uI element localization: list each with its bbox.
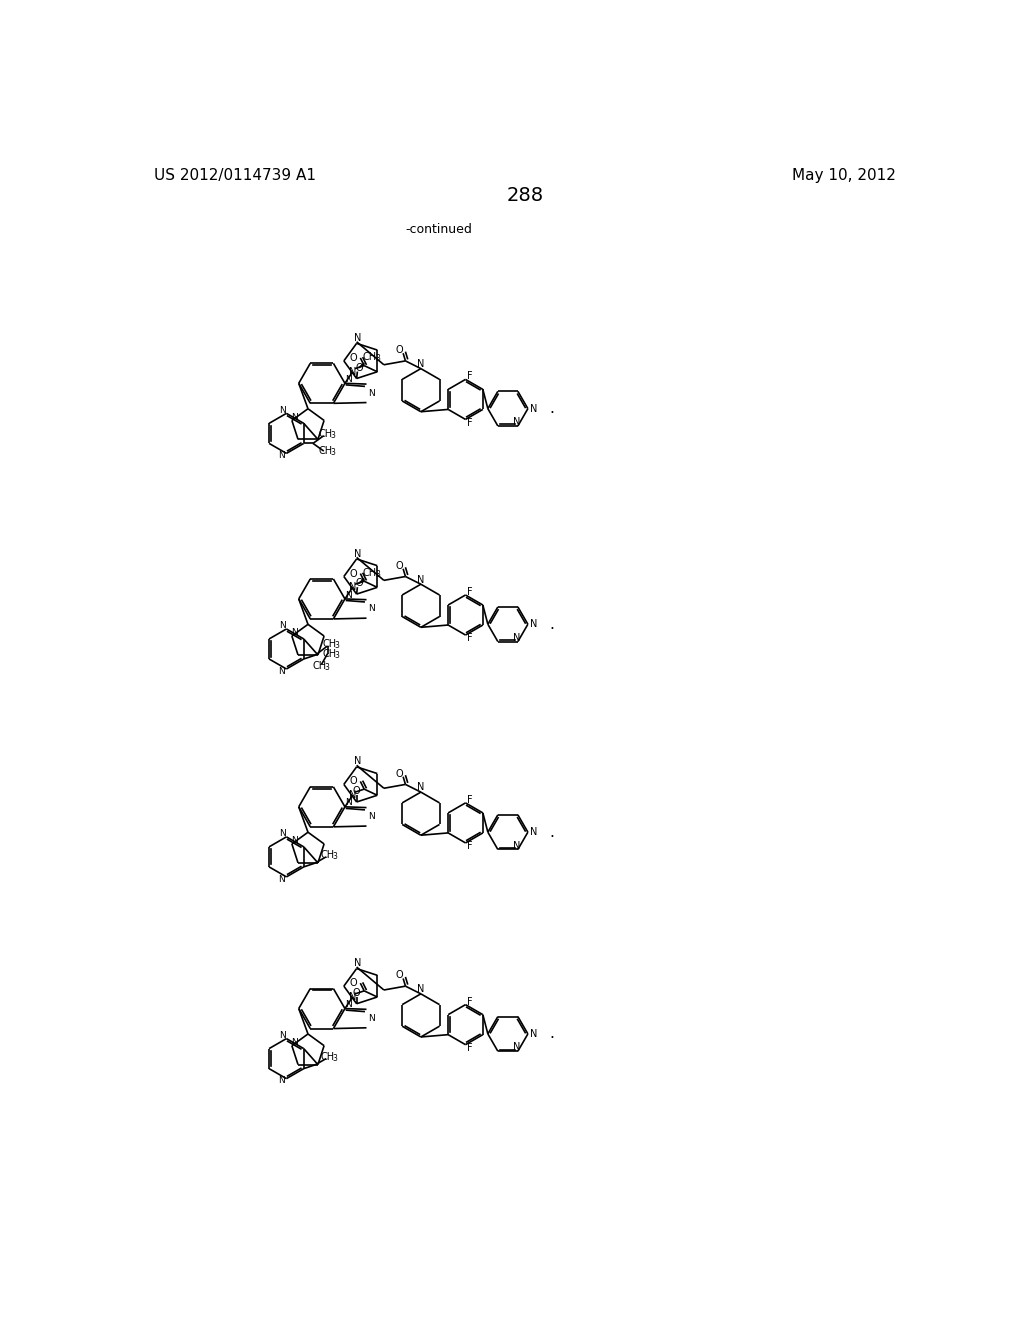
Text: N: N [280, 405, 286, 414]
Text: N: N [345, 1001, 352, 1010]
Text: N: N [345, 590, 352, 599]
Text: 3: 3 [375, 569, 380, 578]
Text: CH: CH [362, 352, 377, 362]
Text: F: F [467, 371, 473, 381]
Text: N: N [278, 1076, 285, 1085]
Text: .: . [549, 616, 554, 632]
Text: N: N [368, 1014, 375, 1023]
Text: N: N [513, 841, 521, 850]
Text: N: N [354, 333, 361, 343]
Text: 3: 3 [335, 642, 339, 651]
Text: O: O [353, 787, 360, 796]
Text: 3: 3 [335, 651, 339, 660]
Text: N: N [349, 582, 356, 593]
Text: N: N [513, 417, 521, 428]
Text: -continued: -continued [406, 223, 472, 236]
Text: O: O [349, 978, 357, 989]
Text: N: N [417, 783, 425, 792]
Text: N: N [349, 993, 356, 1002]
Text: 3: 3 [375, 354, 380, 363]
Text: N: N [354, 958, 361, 968]
Text: F: F [467, 795, 473, 805]
Text: N: N [417, 359, 425, 370]
Text: N: N [529, 404, 537, 413]
Text: O: O [395, 345, 403, 355]
Text: N: N [349, 791, 356, 800]
Text: N: N [280, 829, 286, 838]
Text: N: N [280, 622, 286, 631]
Text: N: N [368, 812, 375, 821]
Text: O: O [353, 987, 360, 998]
Text: .: . [549, 825, 554, 840]
Text: N: N [292, 837, 298, 845]
Text: 3: 3 [325, 663, 330, 672]
Text: CH: CH [323, 639, 336, 649]
Text: N: N [292, 413, 298, 422]
Text: N: N [529, 619, 537, 630]
Text: N: N [529, 1028, 537, 1039]
Text: N: N [278, 667, 285, 676]
Text: O: O [349, 352, 357, 363]
Text: N: N [368, 605, 375, 614]
Text: N: N [417, 985, 425, 994]
Text: F: F [467, 587, 473, 597]
Text: CH: CH [312, 661, 327, 671]
Text: CH: CH [318, 446, 333, 457]
Text: N: N [368, 389, 375, 397]
Text: N: N [345, 799, 352, 808]
Text: CH: CH [362, 568, 377, 578]
Text: N: N [292, 628, 298, 638]
Text: N: N [345, 375, 352, 384]
Text: .: . [549, 1027, 554, 1041]
Text: CH: CH [321, 850, 335, 861]
Text: 3: 3 [333, 1055, 338, 1063]
Text: N: N [513, 632, 521, 643]
Text: O: O [349, 776, 357, 787]
Text: 3: 3 [333, 853, 338, 862]
Text: N: N [349, 367, 356, 376]
Text: CH: CH [323, 648, 336, 659]
Text: F: F [467, 997, 473, 1007]
Text: N: N [354, 756, 361, 767]
Text: N: N [513, 1043, 521, 1052]
Text: O: O [395, 768, 403, 779]
Text: US 2012/0114739 A1: US 2012/0114739 A1 [154, 168, 315, 183]
Text: 3: 3 [331, 432, 336, 440]
Text: O: O [355, 578, 362, 589]
Text: O: O [349, 569, 357, 578]
Text: 288: 288 [506, 186, 544, 205]
Text: .: . [549, 401, 554, 416]
Text: 3: 3 [331, 447, 336, 457]
Text: F: F [467, 634, 473, 643]
Text: F: F [467, 1043, 473, 1053]
Text: O: O [395, 970, 403, 981]
Text: N: N [292, 1038, 298, 1047]
Text: N: N [354, 549, 361, 558]
Text: F: F [467, 841, 473, 851]
Text: F: F [467, 417, 473, 428]
Text: O: O [395, 561, 403, 570]
Text: N: N [278, 875, 285, 883]
Text: N: N [278, 451, 285, 461]
Text: N: N [529, 828, 537, 837]
Text: May 10, 2012: May 10, 2012 [793, 168, 896, 183]
Text: N: N [280, 1031, 286, 1040]
Text: CH: CH [318, 429, 333, 440]
Text: CH: CH [321, 1052, 335, 1063]
Text: N: N [417, 574, 425, 585]
Text: O: O [355, 363, 362, 372]
